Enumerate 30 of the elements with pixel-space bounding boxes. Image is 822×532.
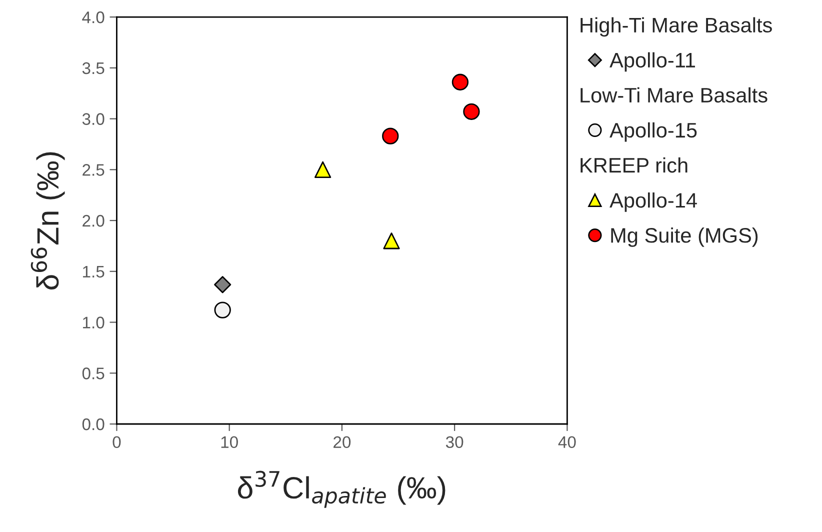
x-tick-label: 0 — [112, 436, 121, 448]
point — [214, 302, 231, 318]
legend-label: Apollo-15 — [610, 122, 697, 142]
x-tick-label: 30 — [446, 436, 464, 448]
x-tick-label: 20 — [334, 436, 351, 448]
point — [383, 232, 400, 250]
y-tick-label: 0.0 — [82, 418, 104, 430]
y-tick-label: 3.5 — [82, 62, 104, 74]
point — [382, 128, 399, 144]
point — [314, 161, 332, 178]
point — [463, 103, 480, 120]
y-axis-title: δ$^{66}$Zn (‰) — [30, 152, 65, 290]
text: High-Ti Mare Basalts — [580, 17, 772, 37]
legend-label: Apollo-14 — [610, 192, 697, 212]
x-tick-label: 10 — [221, 436, 238, 448]
y-tick-label: 4.0 — [82, 11, 104, 24]
point — [452, 74, 469, 90]
text: Low-Ti Mare Basalts — [580, 87, 768, 103]
y-tick-label: 2.0 — [82, 214, 104, 227]
y-tick-label: 1.5 — [83, 266, 104, 278]
y-tick-label: 1.0 — [83, 316, 104, 328]
x-tick-label: 40 — [558, 436, 576, 448]
legend-label: Mg Suite (MGS) — [611, 227, 758, 247]
y-tick-label: 3.0 — [82, 113, 104, 125]
legend-label: Apollo-11 — [610, 52, 695, 72]
text: KREEP rich — [580, 157, 688, 173]
y-tick-label: 2.5 — [82, 164, 104, 176]
point — [214, 276, 232, 294]
y-tick-label: 0.5 — [82, 368, 104, 380]
x-axis-title: δ$^{37}$Cl$_{apatite}$ (‰) — [238, 470, 446, 508]
